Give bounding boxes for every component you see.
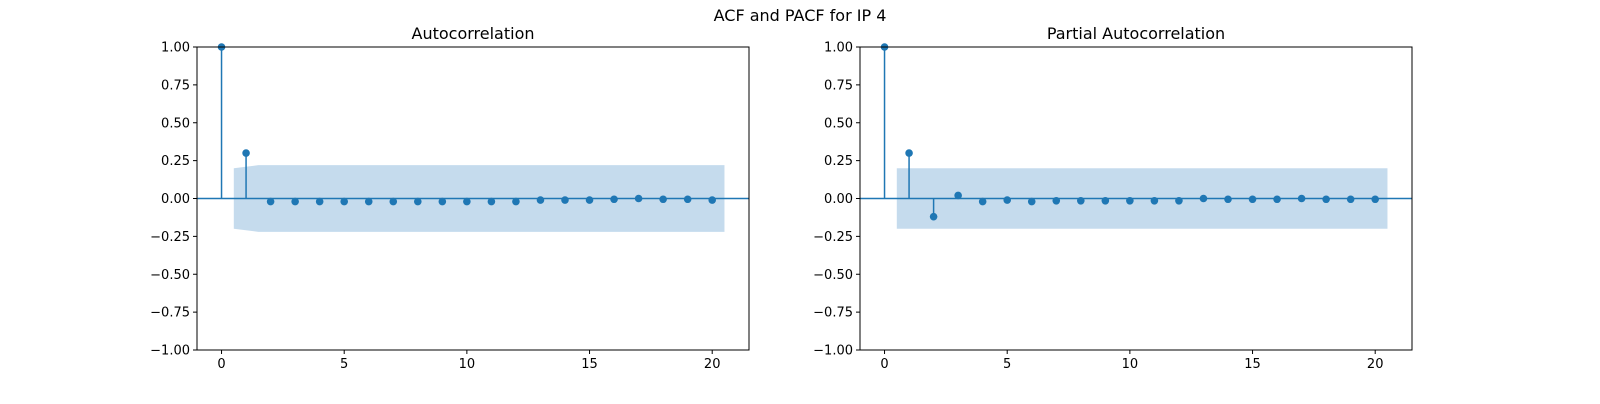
panel-2-marker-lag-1 [905, 149, 913, 157]
panel-2-marker-lag-11 [1150, 196, 1159, 205]
figure-suptitle: ACF and PACF for IP 4 [713, 6, 887, 25]
panel-2-marker-lag-7 [1052, 196, 1061, 205]
panel-1-marker-lag-15 [585, 196, 594, 204]
panel-1-marker-lag-13 [536, 196, 545, 204]
panel-1-ytick-label-7: 0.75 [161, 78, 190, 93]
panel-1-xtick-label-10: 10 [459, 357, 476, 372]
panel-1-ytick-label-2: −0.50 [150, 268, 190, 283]
panel-2-marker-lag-2 [929, 212, 938, 221]
panel-1-marker-lag-2 [266, 197, 275, 206]
panel-1-marker-lag-9 [438, 197, 447, 206]
panel-1-xtick-label-20: 20 [704, 357, 721, 372]
panel-2-marker-lag-15 [1248, 195, 1257, 204]
panel-2-ytick-label-6: 0.50 [824, 116, 853, 131]
panel-2-marker-lag-17 [1297, 194, 1306, 203]
panel-1-marker-lag-8 [414, 197, 422, 206]
panel-1-xtick-label-5: 5 [340, 357, 348, 372]
panel-2-xtick-label-15: 15 [1244, 357, 1261, 372]
panel-2-marker-lag-3 [954, 191, 962, 200]
panel-1-title: Autocorrelation [412, 24, 535, 43]
panel-1-marker-lag-4 [315, 197, 324, 206]
panel-2-ytick-label-0: −1.00 [813, 344, 853, 359]
panel-1-marker-lag-10 [463, 197, 471, 206]
panel-1-marker-lag-18 [659, 195, 667, 204]
panel-1-marker-lag-3 [291, 197, 299, 206]
panel-1-ytick-label-5: 0.25 [161, 154, 190, 169]
panel-1-marker-lag-7 [389, 197, 398, 206]
panel-2-marker-lag-14 [1224, 195, 1232, 204]
panel-1-marker-lag-1 [242, 149, 250, 157]
panel-1-marker-lag-14 [561, 196, 569, 204]
panel-1-marker-lag-19 [683, 195, 692, 204]
panel-2-marker-lag-5 [1003, 196, 1011, 204]
panel-2-xtick-label-20: 20 [1367, 357, 1384, 372]
panel-2-ytick-label-5: 0.25 [824, 154, 853, 169]
panel-2-marker-lag-18 [1322, 195, 1330, 204]
panel-2-marker-lag-19 [1346, 195, 1355, 204]
panel-2-marker-lag-10 [1126, 196, 1134, 205]
panel-2-ytick-label-2: −0.50 [813, 268, 853, 283]
panel-2-marker-lag-4 [978, 197, 987, 206]
panel-1-ytick-label-1: −0.75 [150, 306, 190, 321]
panel-2-ytick-label-8: 1.00 [824, 41, 853, 56]
panel-2-xtick-label-10: 10 [1122, 357, 1139, 372]
panel-1-marker-lag-5 [340, 197, 349, 206]
panel-1-xtick-label-15: 15 [581, 357, 598, 372]
panel-2-marker-lag-8 [1077, 196, 1085, 205]
panel-2-xtick-label-5: 5 [1003, 357, 1011, 372]
panel-1-marker-lag-11 [487, 197, 496, 206]
panel-1-marker-lag-17 [634, 194, 643, 203]
panel-1-ytick-label-8: 1.00 [161, 41, 190, 56]
panel-1-xtick-label-0: 0 [217, 357, 225, 372]
panel-2-ytick-label-3: −0.25 [813, 230, 853, 245]
panel-1-marker-lag-6 [364, 197, 373, 206]
panel-2-marker-lag-12 [1175, 196, 1183, 205]
panel-2-marker-lag-9 [1101, 196, 1110, 205]
panel-1-ytick-label-3: −0.25 [150, 230, 190, 245]
panel-2-ytick-label-1: −0.75 [813, 306, 853, 321]
panel-1-marker-lag-16 [610, 195, 618, 204]
panel-1-marker-lag-12 [512, 197, 520, 206]
panel-2-marker-lag-13 [1199, 194, 1208, 203]
panel-2-marker-lag-6 [1027, 197, 1036, 206]
panel-2-xtick-label-0: 0 [880, 357, 888, 372]
panel-2-title: Partial Autocorrelation [1047, 24, 1225, 43]
panel-2-ytick-label-7: 0.75 [824, 78, 853, 93]
panel-1-ytick-label-4: 0.00 [161, 192, 190, 207]
panel-1-ytick-label-6: 0.50 [161, 116, 190, 131]
panel-2-marker-lag-16 [1273, 195, 1281, 204]
panel-2-marker-lag-20 [1371, 195, 1379, 204]
panel-1-marker-lag-20 [708, 196, 716, 204]
panel-1-ytick-label-0: −1.00 [150, 344, 190, 359]
panel-2-ytick-label-4: 0.00 [824, 192, 853, 207]
